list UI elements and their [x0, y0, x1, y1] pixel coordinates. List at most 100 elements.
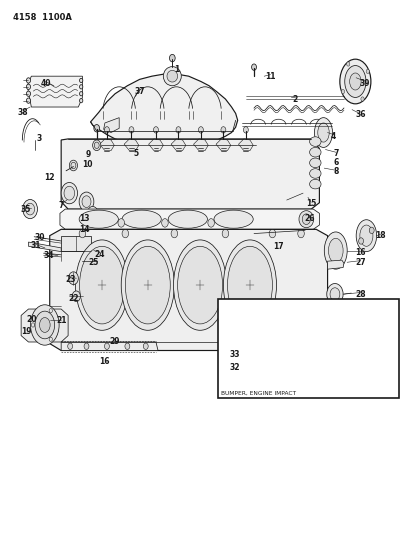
Ellipse shape: [314, 118, 332, 148]
Circle shape: [341, 90, 344, 94]
Text: 29: 29: [109, 337, 119, 346]
Ellipse shape: [359, 225, 372, 246]
Text: 30: 30: [34, 233, 45, 243]
Text: 38: 38: [18, 108, 28, 117]
Text: 6: 6: [333, 158, 337, 167]
Circle shape: [129, 127, 134, 133]
Circle shape: [251, 64, 256, 70]
Ellipse shape: [168, 210, 207, 228]
Text: 16: 16: [99, 357, 110, 366]
Text: 33: 33: [229, 350, 239, 359]
Circle shape: [61, 182, 77, 204]
Ellipse shape: [213, 210, 253, 228]
Circle shape: [268, 229, 275, 238]
Circle shape: [125, 343, 130, 350]
Text: 5: 5: [133, 149, 138, 158]
Ellipse shape: [39, 318, 50, 333]
Ellipse shape: [125, 246, 170, 324]
Text: 15: 15: [305, 199, 316, 208]
Circle shape: [82, 196, 91, 207]
Circle shape: [87, 206, 98, 220]
Polygon shape: [193, 139, 208, 151]
Ellipse shape: [79, 210, 118, 228]
Polygon shape: [99, 139, 114, 151]
Text: 19: 19: [21, 327, 31, 336]
Circle shape: [326, 284, 342, 305]
Text: 7: 7: [58, 201, 64, 211]
Circle shape: [301, 214, 310, 224]
Text: 34: 34: [43, 251, 54, 260]
Text: 32: 32: [229, 363, 239, 372]
Text: 4158  1100A: 4158 1100A: [13, 13, 72, 22]
Circle shape: [79, 99, 83, 103]
Ellipse shape: [163, 67, 181, 86]
Text: 13: 13: [79, 214, 90, 223]
Circle shape: [169, 54, 175, 62]
Ellipse shape: [227, 246, 272, 324]
Circle shape: [369, 227, 373, 233]
Ellipse shape: [317, 123, 328, 142]
Circle shape: [220, 127, 225, 133]
Circle shape: [92, 140, 101, 151]
Text: 4: 4: [330, 132, 335, 141]
Ellipse shape: [35, 311, 54, 339]
Text: 7: 7: [332, 149, 337, 158]
Text: 20: 20: [26, 315, 36, 324]
Circle shape: [25, 203, 34, 215]
Text: 26: 26: [303, 214, 314, 223]
Ellipse shape: [30, 305, 59, 345]
Polygon shape: [49, 229, 327, 351]
Text: 28: 28: [354, 289, 365, 298]
Ellipse shape: [309, 148, 320, 157]
Polygon shape: [61, 236, 90, 251]
Circle shape: [175, 127, 180, 133]
Text: 24: 24: [94, 250, 105, 259]
Ellipse shape: [355, 220, 376, 252]
Circle shape: [272, 338, 284, 354]
Circle shape: [365, 69, 369, 74]
Ellipse shape: [122, 210, 161, 228]
Circle shape: [26, 98, 30, 103]
Text: 1: 1: [173, 66, 179, 74]
Text: 16: 16: [354, 248, 365, 257]
Text: 25: 25: [88, 258, 99, 266]
Circle shape: [198, 127, 203, 133]
Text: 11: 11: [265, 71, 275, 80]
Text: 12: 12: [43, 173, 54, 182]
Ellipse shape: [309, 168, 320, 178]
Circle shape: [26, 84, 30, 90]
Ellipse shape: [344, 66, 365, 98]
Polygon shape: [21, 309, 68, 342]
Ellipse shape: [166, 70, 177, 82]
Polygon shape: [60, 209, 319, 229]
Circle shape: [358, 238, 363, 244]
Ellipse shape: [223, 240, 276, 330]
Text: 3: 3: [37, 134, 42, 143]
Polygon shape: [216, 139, 230, 151]
Polygon shape: [28, 242, 61, 252]
Polygon shape: [171, 139, 185, 151]
Circle shape: [67, 343, 72, 350]
Circle shape: [267, 333, 288, 360]
Polygon shape: [124, 139, 139, 151]
Ellipse shape: [121, 240, 174, 330]
Text: 22: 22: [68, 294, 79, 303]
Ellipse shape: [349, 73, 360, 90]
Ellipse shape: [177, 246, 222, 324]
Circle shape: [346, 62, 349, 66]
Text: 2: 2: [292, 94, 297, 103]
Text: 14: 14: [79, 225, 90, 235]
Ellipse shape: [309, 137, 320, 147]
Text: 27: 27: [354, 258, 365, 266]
Circle shape: [297, 229, 303, 238]
Ellipse shape: [75, 240, 128, 330]
Circle shape: [222, 229, 228, 238]
Circle shape: [26, 91, 30, 96]
Circle shape: [68, 272, 78, 285]
Text: 23: 23: [65, 274, 75, 284]
Polygon shape: [238, 139, 253, 151]
Circle shape: [94, 142, 99, 149]
Text: 10: 10: [82, 160, 93, 169]
Polygon shape: [327, 260, 343, 269]
Text: 37: 37: [134, 86, 144, 95]
